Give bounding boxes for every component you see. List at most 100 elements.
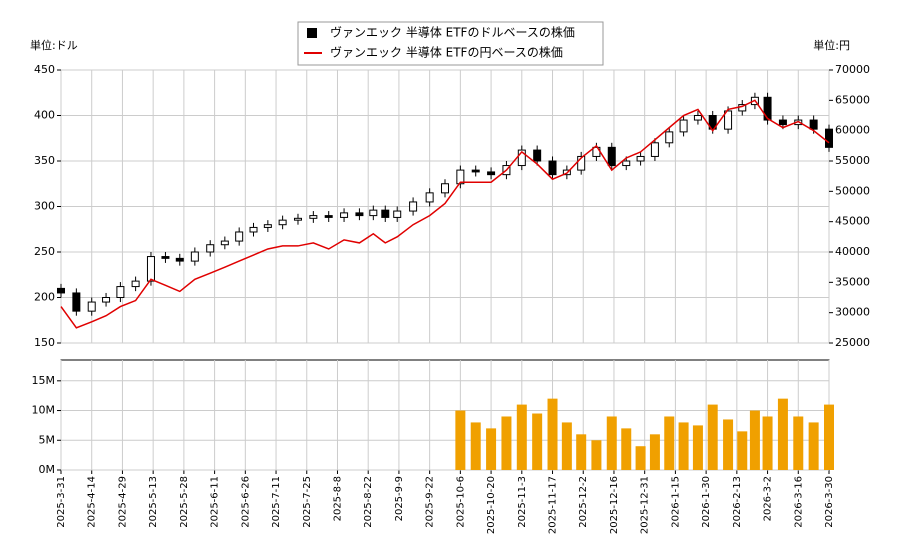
candle-body <box>456 169 465 185</box>
y-tick-label: 15M <box>32 374 56 387</box>
legend-swatch <box>307 28 317 38</box>
y2-tick-label: 65000 <box>835 93 870 106</box>
candle-body <box>577 155 586 171</box>
candle-body <box>72 292 81 312</box>
candle-body <box>607 146 616 167</box>
volume-bar <box>561 422 572 470</box>
candle-body <box>763 96 772 121</box>
volume-bar <box>547 398 558 470</box>
x-tick-label: 2025-8-8 <box>332 476 343 521</box>
candle-body <box>533 149 542 162</box>
volume-bar <box>486 428 497 470</box>
y-tick-label: 450 <box>34 63 55 76</box>
candle-body <box>324 215 333 218</box>
volume-bar <box>516 404 527 470</box>
x-tick-label: 2025-11-17 <box>548 476 559 534</box>
y2-tick-label: 30000 <box>835 306 870 319</box>
volume-bar <box>808 422 819 470</box>
y-tick-label: 10M <box>32 404 56 417</box>
candle-body <box>622 160 631 167</box>
x-tick-label: 2026-3-16 <box>793 476 804 528</box>
volume-bar <box>649 434 660 470</box>
candle-body <box>220 240 229 246</box>
y2-tick-label: 70000 <box>835 63 870 76</box>
x-tick-label: 2025-6-11 <box>210 476 221 528</box>
candle-body <box>381 209 390 218</box>
volume-bar <box>793 416 804 470</box>
candle-body <box>487 171 496 176</box>
candle-body <box>693 115 702 121</box>
x-tick-label: 2025-10-6 <box>455 476 466 528</box>
candle-body <box>441 183 449 194</box>
y2-tick-label: 35000 <box>835 275 870 288</box>
volume-bar <box>532 413 543 470</box>
volume-bar <box>606 416 617 470</box>
candle-body <box>175 257 184 262</box>
candle-body <box>102 297 111 303</box>
candle-body <box>116 286 125 298</box>
volume-bar <box>749 410 760 470</box>
candle-body <box>293 217 302 221</box>
volume-bar <box>621 428 632 470</box>
y2-tick-label: 45000 <box>835 215 870 228</box>
candle-body <box>724 110 733 130</box>
volume-bar <box>824 404 834 470</box>
candle-body <box>778 119 787 126</box>
candle-body <box>650 142 659 157</box>
candle-body <box>665 131 674 144</box>
candle-body <box>548 160 557 176</box>
x-tick-label: 2025-9-22 <box>425 476 436 528</box>
candle-body <box>161 256 170 259</box>
candle-body <box>190 251 199 262</box>
volume-bar <box>692 425 703 470</box>
y-axis-label: 単位:ドル <box>30 38 78 52</box>
y-tick-label: 5M <box>39 433 56 446</box>
candle-body <box>393 210 402 218</box>
x-tick-label: 2025-11-3 <box>517 476 528 528</box>
candle-body <box>131 280 140 288</box>
candle-body <box>809 119 818 130</box>
x-tick-label: 2026-3-30 <box>824 476 835 528</box>
volume-bar <box>777 398 788 470</box>
candle-body <box>57 287 65 294</box>
y2-tick-label: 50000 <box>835 184 870 197</box>
x-tick-label: 2025-6-26 <box>240 476 251 528</box>
x-tick-label: 2026-1-30 <box>701 476 712 528</box>
volume-bar <box>723 419 734 470</box>
candle-body <box>679 119 688 133</box>
x-tick-label: 2025-5-13 <box>148 476 159 528</box>
candle-body <box>249 226 258 233</box>
legend-box <box>297 21 604 66</box>
x-tick-label: 2026-1-15 <box>670 476 681 528</box>
x-tick-label: 2025-12-16 <box>609 476 620 534</box>
x-tick-label: 2025-8-22 <box>363 476 374 528</box>
volume-bar <box>707 404 718 470</box>
y-tick-label: 300 <box>34 200 55 213</box>
candle-body <box>636 155 645 162</box>
y2-axis-label: 単位:円 <box>813 38 850 52</box>
x-tick-label: 2025-4-29 <box>117 476 128 528</box>
volume-bar <box>664 416 675 470</box>
y-tick-label: 0M <box>39 463 56 476</box>
candle-body <box>517 149 526 167</box>
volume-bar <box>591 440 602 470</box>
x-tick-label: 2025-7-11 <box>271 476 282 528</box>
y-tick-label: 400 <box>34 109 55 122</box>
y-tick-label: 250 <box>34 245 55 258</box>
volume-bar <box>576 434 587 470</box>
candle-body <box>825 128 833 148</box>
y-tick-label: 200 <box>34 291 55 304</box>
x-tick-label: 2025-7-25 <box>302 476 313 528</box>
x-tick-label: 2026-2-13 <box>732 476 743 528</box>
x-tick-label: 2025-10-20 <box>486 476 497 534</box>
x-tick-label: 2026-3-2 <box>763 476 774 521</box>
candle-body <box>425 192 434 203</box>
candle-body <box>235 231 244 242</box>
x-tick-label: 2025-12-2 <box>578 476 589 528</box>
volume-bar <box>737 431 748 470</box>
volume-bar <box>762 416 773 470</box>
candle-body <box>340 212 349 218</box>
y-tick-label: 150 <box>34 336 55 349</box>
line-series <box>60 99 830 329</box>
